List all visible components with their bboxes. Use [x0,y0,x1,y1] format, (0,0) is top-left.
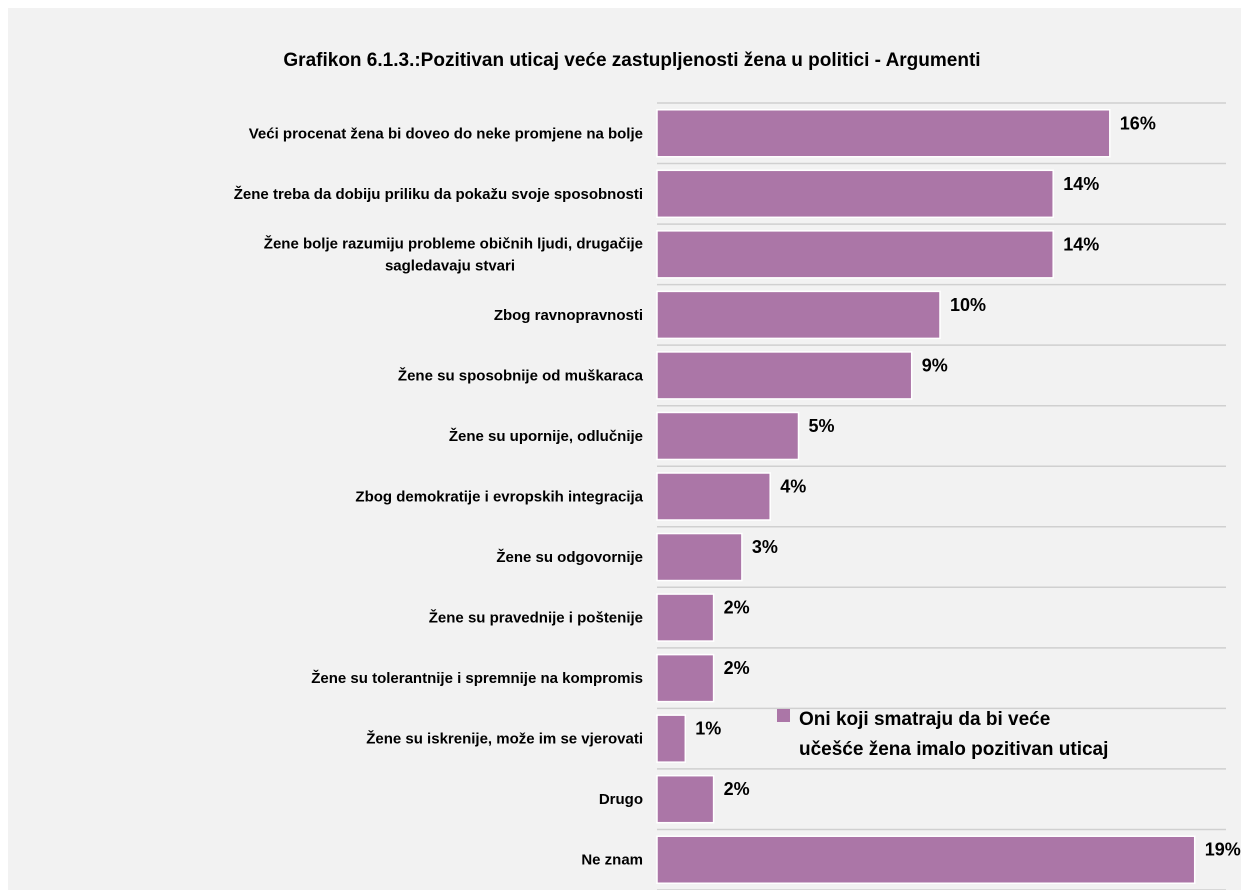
value-label: 14% [1063,234,1099,254]
value-label: 3% [752,537,778,557]
category-label: Žene bolje razumiju probleme običnih lju… [264,234,643,274]
value-label: 2% [724,779,750,799]
bar [656,653,715,703]
bar [656,290,941,340]
value-label: 2% [724,598,750,618]
bar [656,230,1054,279]
category-labels: Veći procenat žena bi doveo do neke prom… [234,125,644,868]
bar [656,593,715,642]
category-label: Veći procenat žena bi doveo do neke prom… [249,125,643,142]
bar [656,714,687,763]
category-label: Žene su pravednije i poštenije [429,609,643,627]
value-label: 19% [1205,840,1241,860]
legend-label: Oni koji smatraju da bi veće učešće žena … [799,709,1108,760]
grid-lines [657,102,1226,890]
value-label: 4% [780,477,806,497]
bar [656,774,715,824]
category-label: Žene su sposobnije od muškaraca [398,366,644,384]
bar [656,532,743,582]
category-label: Zbog ravnopravnosti [494,307,643,324]
bar [656,109,1111,158]
value-label: 10% [950,295,986,315]
chart-title: Grafikon 6.1.3.:Pozitivan uticaj veće za… [283,50,980,71]
bar [656,472,771,521]
bar [656,411,800,461]
value-label: 9% [922,355,948,375]
bar [656,351,913,400]
category-label: Žene su odgovornije [496,548,643,566]
value-label: 14% [1063,174,1099,194]
category-label: Drugo [599,791,643,808]
legend: Oni koji smatraju da bi veće učešće žena … [777,709,1108,760]
category-label: Žene su upornije, odlučnije [449,427,643,445]
category-label: Ne znam [581,852,643,869]
bar [656,835,1196,884]
category-label: Žene su iskrenije, može im se vjerovati [366,730,643,748]
category-label: Žene su tolerantnije i spremnije na komp… [311,669,643,687]
value-label: 1% [695,719,721,739]
value-label: 5% [809,416,835,436]
bar [656,169,1054,219]
value-labels: 16% 14% 14% 10% 9% 5% 4% 3% 2% 2% 1% 2% 19% [695,113,1240,859]
legend-swatch [777,709,790,722]
value-label: 2% [724,658,750,678]
bars [656,109,1196,884]
category-label: Zbog demokratije i evropskih integracija [355,489,643,506]
category-label: Žene treba da dobiju priliku da pokažu s… [234,185,643,203]
value-label: 16% [1120,113,1156,133]
